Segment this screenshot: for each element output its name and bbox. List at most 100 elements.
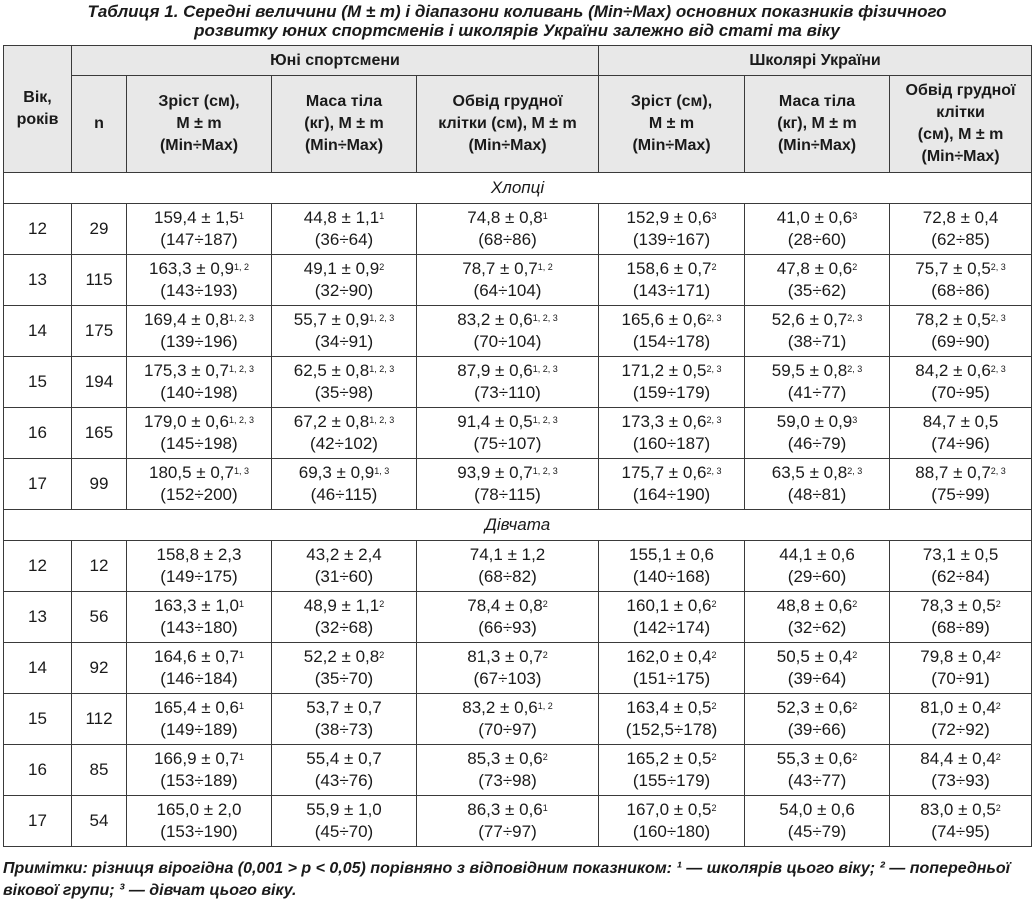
value-cell: 158,6 ± 0,72 (143÷171) [598, 254, 746, 306]
range-value: (46÷79) [787, 434, 847, 453]
range-value: (142÷174) [632, 618, 711, 637]
mean-value: 83,0 ± 0,52 [890, 799, 1031, 821]
mean-text: 93,9 ± 0,7 [457, 463, 533, 482]
mean-text: 175,7 ± 0,6 [621, 463, 707, 482]
n-cell: 12 [71, 540, 127, 592]
n-cell: 99 [71, 458, 127, 510]
mean-value: 74,1 ± 1,2 [417, 544, 598, 566]
significance-mark: 1 [238, 701, 244, 711]
significance-mark: 1 [542, 803, 548, 813]
value-cell: 180,5 ± 0,71, 3 (152÷200) [126, 458, 272, 510]
mean-text: 165,0 ± 2,0 [156, 800, 242, 819]
mean-value: 167,0 ± 0,52 [599, 799, 744, 821]
value-cell: 48,8 ± 0,62 (32÷62) [744, 591, 891, 643]
section-header-row: Дівчата [2, 509, 1033, 541]
value-cell: 74,1 ± 1,2 (68÷82) [415, 540, 600, 592]
significance-mark: 2 [711, 803, 717, 813]
significance-mark: 2 [542, 752, 548, 762]
range-value: (152÷200) [160, 485, 238, 504]
age-cell: 15 [3, 693, 72, 745]
range-value: (139÷167) [632, 230, 711, 249]
value-cell: 55,7 ± 0,91, 2, 3 (34÷91) [271, 305, 417, 357]
table-row: 12 29 159,4 ± 1,51 (147÷187) 44,8 ± 1,11 (36÷… [3, 203, 1033, 255]
mean-value: 84,7 ± 0,5 [890, 411, 1031, 433]
mean-text: 55,9 ± 1,0 [306, 800, 382, 819]
range-value: (35÷98) [314, 383, 374, 402]
significance-mark: 1 [542, 211, 548, 221]
table-row: 15 194 175,3 ± 0,71, 2, 3 (140÷198) 62,5 ± 0… [3, 356, 1033, 408]
significance-mark: 2, 3 [706, 364, 722, 374]
range-value: (39÷66) [787, 720, 847, 739]
value-cell: 86,3 ± 0,61 (77÷97) [415, 795, 600, 847]
value-cell: 54,0 ± 0,6 (45÷79) [744, 795, 891, 847]
table-row: 13 115 163,3 ± 0,91, 2 (143÷193) 49,1 ± 0,92… [3, 254, 1033, 306]
n-cell: 92 [71, 642, 127, 694]
mean-value: 74,8 ± 0,81 [417, 207, 598, 229]
mean-value: 165,2 ± 0,52 [599, 748, 744, 770]
significance-mark: 1, 2, 3 [369, 364, 395, 374]
significance-mark: 1, 2, 3 [532, 364, 558, 374]
age-cell: 15 [3, 356, 72, 408]
mean-value: 86,3 ± 0,61 [417, 799, 598, 821]
n-cell: 54 [71, 795, 127, 847]
value-cell: 81,0 ± 0,42 (72÷92) [889, 693, 1033, 745]
range-value: (68÷82) [478, 567, 537, 586]
value-cell: 73,1 ± 0,5 (62÷84) [889, 540, 1033, 592]
value-cell: 44,8 ± 1,11 (36÷64) [271, 203, 417, 255]
range-value: (152,5÷178) [625, 720, 718, 739]
significance-mark: 2 [852, 752, 858, 762]
mean-text: 53,7 ± 0,7 [306, 698, 382, 717]
mean-text: 88,7 ± 0,7 [915, 463, 991, 482]
table-row: 12 12 158,8 ± 2,3 (149÷175) 43,2 ± 2,4 (31÷60… [3, 540, 1033, 592]
mean-value: 81,0 ± 0,42 [890, 697, 1031, 719]
value-cell: 52,6 ± 0,72, 3 (38÷71) [744, 305, 891, 357]
n-cell: 165 [71, 407, 127, 459]
range-value: (64÷104) [473, 281, 542, 300]
mean-text: 63,5 ± 0,8 [771, 463, 848, 482]
mean-text: 74,1 ± 1,2 [469, 545, 546, 564]
value-cell: 167,0 ± 0,52 (160÷180) [598, 795, 746, 847]
value-cell: 165,4 ± 0,61 (149÷189) [126, 693, 272, 745]
mean-text: 50,5 ± 0,4 [776, 647, 853, 666]
significance-mark: 2 [852, 701, 858, 711]
value-cell: 52,2 ± 0,82 (35÷70) [271, 642, 417, 694]
range-value: (38÷71) [787, 332, 847, 351]
mean-text: 62,5 ± 0,8 [293, 361, 370, 380]
range-value: (149÷189) [160, 720, 238, 739]
significance-mark: 2 [379, 650, 385, 660]
value-cell: 53,7 ± 0,7 (38÷73) [271, 693, 417, 745]
age-cell: 14 [3, 642, 72, 694]
mean-value: 155,1 ± 0,6 [599, 544, 744, 566]
mean-text: 73,1 ± 0,5 [922, 545, 999, 564]
range-value: (154÷178) [632, 332, 711, 351]
range-value: (75÷99) [931, 485, 990, 504]
header-chest-athletes: Обвід грудної клітки (см), M ± m (Min÷Ma… [415, 75, 600, 173]
range-value: (32÷90) [314, 281, 374, 300]
age-cell: 13 [3, 591, 72, 643]
mean-value: 85,3 ± 0,62 [417, 748, 598, 770]
mean-value: 63,5 ± 0,82, 3 [745, 462, 889, 484]
range-value: (147÷187) [160, 230, 238, 249]
value-cell: 83,0 ± 0,52 (74÷95) [889, 795, 1033, 847]
mean-text: 74,8 ± 0,8 [467, 208, 543, 227]
table-row: 13 56 163,3 ± 1,01 (143÷180) 48,9 ± 1,12 (32÷… [3, 591, 1033, 643]
mean-value: 91,4 ± 0,51, 2, 3 [417, 411, 598, 433]
mean-text: 167,0 ± 0,5 [626, 800, 712, 819]
mean-value: 67,2 ± 0,81, 2, 3 [272, 411, 416, 433]
significance-mark: 2 [542, 650, 548, 660]
mean-value: 164,6 ± 0,71 [127, 646, 271, 668]
mean-value: 69,3 ± 0,91, 3 [272, 462, 416, 484]
significance-mark: 2 [852, 599, 858, 609]
header-n: n [71, 75, 127, 173]
table-row: 16 165 179,0 ± 0,61, 2, 3 (145÷198) 67,2 ± 0… [3, 407, 1033, 459]
mean-text: 158,6 ± 0,7 [626, 259, 712, 278]
mean-value: 73,1 ± 0,5 [890, 544, 1031, 566]
range-value: (145÷198) [160, 434, 238, 453]
value-cell: 166,9 ± 0,71 (153÷189) [126, 744, 272, 796]
significance-mark: 3 [852, 211, 858, 221]
significance-mark: 2, 3 [847, 466, 863, 476]
significance-mark: 2, 3 [706, 313, 722, 323]
mean-value: 49,1 ± 0,92 [272, 258, 416, 280]
range-value: (151÷175) [632, 669, 711, 688]
range-value: (28÷60) [787, 230, 847, 249]
